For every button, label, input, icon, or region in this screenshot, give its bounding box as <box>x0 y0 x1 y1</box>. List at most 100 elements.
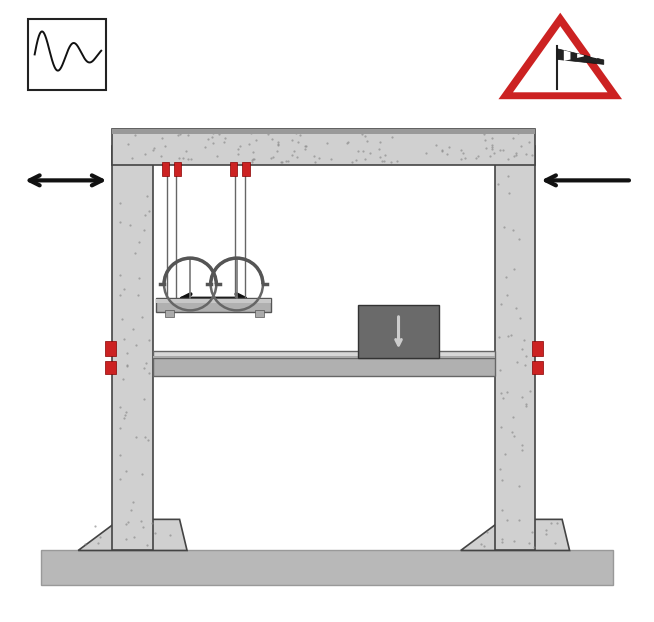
Point <box>183 154 194 164</box>
Point <box>128 323 139 333</box>
Point <box>93 538 103 548</box>
Point <box>148 145 159 155</box>
Point <box>186 154 197 164</box>
Point <box>497 475 508 485</box>
Point <box>515 313 525 323</box>
Bar <box>174 162 181 176</box>
Point <box>472 151 483 160</box>
Point <box>549 537 560 547</box>
Point <box>509 264 519 274</box>
Point <box>495 463 506 473</box>
Point <box>508 225 518 234</box>
Point <box>122 361 132 371</box>
Point <box>377 156 387 166</box>
Point <box>309 151 320 161</box>
Point <box>149 529 160 539</box>
Point <box>497 537 508 547</box>
Point <box>360 154 370 164</box>
Point <box>508 151 519 160</box>
Point <box>479 129 489 139</box>
Point <box>177 153 188 163</box>
Point <box>374 144 385 154</box>
Point <box>114 450 125 460</box>
Bar <box>153 356 495 358</box>
Point <box>496 388 506 397</box>
Point <box>120 407 131 417</box>
Point <box>342 137 353 147</box>
Point <box>501 272 511 282</box>
Point <box>114 424 125 434</box>
Point <box>386 157 396 167</box>
Point <box>310 157 320 167</box>
Bar <box>495 146 536 550</box>
Point <box>129 532 139 542</box>
Point <box>251 135 262 145</box>
Point <box>496 422 506 432</box>
Point <box>492 179 503 189</box>
Point <box>421 148 431 158</box>
Bar <box>358 305 439 358</box>
Point <box>487 140 497 150</box>
Point <box>207 132 217 142</box>
Point <box>362 136 372 146</box>
Point <box>541 525 551 535</box>
Point <box>121 519 131 529</box>
Point <box>514 234 525 244</box>
Point <box>121 466 131 476</box>
Point <box>234 141 245 151</box>
Point <box>503 171 513 181</box>
Point <box>300 141 311 151</box>
Point <box>128 153 138 163</box>
Point <box>115 290 126 300</box>
Point <box>139 225 149 235</box>
Point <box>114 217 125 227</box>
Point <box>347 157 358 167</box>
Point <box>80 539 91 549</box>
Point <box>115 270 126 280</box>
Bar <box>153 351 495 358</box>
Bar <box>105 341 116 356</box>
Point <box>248 154 258 164</box>
Point <box>175 129 185 139</box>
Point <box>208 138 218 148</box>
Polygon shape <box>460 519 570 550</box>
Bar <box>28 19 106 90</box>
Point <box>330 126 340 136</box>
Point <box>123 517 133 527</box>
Point <box>482 527 492 537</box>
Point <box>131 432 142 442</box>
Point <box>517 392 527 402</box>
Point <box>521 401 531 411</box>
Point <box>519 335 529 345</box>
Point <box>521 149 531 159</box>
Point <box>287 136 298 146</box>
Point <box>137 312 147 322</box>
Polygon shape <box>501 15 619 98</box>
Point <box>276 157 286 167</box>
Point <box>322 138 332 148</box>
Point <box>527 150 538 160</box>
Point <box>357 129 368 139</box>
Point <box>487 142 498 152</box>
Point <box>513 128 524 138</box>
Bar <box>532 361 543 374</box>
Point <box>273 137 284 147</box>
Point <box>173 130 183 140</box>
Bar <box>230 162 237 176</box>
Point <box>292 152 302 162</box>
Point <box>118 374 128 384</box>
Point <box>379 151 390 160</box>
Point <box>455 154 466 164</box>
Point <box>430 140 441 150</box>
Point <box>527 527 538 537</box>
Point <box>514 515 525 525</box>
Point <box>139 363 150 373</box>
Point <box>215 129 225 139</box>
Point <box>268 152 279 162</box>
Point <box>138 522 148 532</box>
Point <box>494 364 505 374</box>
Point <box>504 128 515 137</box>
Point <box>126 504 136 514</box>
Point <box>262 129 273 139</box>
Point <box>160 127 171 137</box>
